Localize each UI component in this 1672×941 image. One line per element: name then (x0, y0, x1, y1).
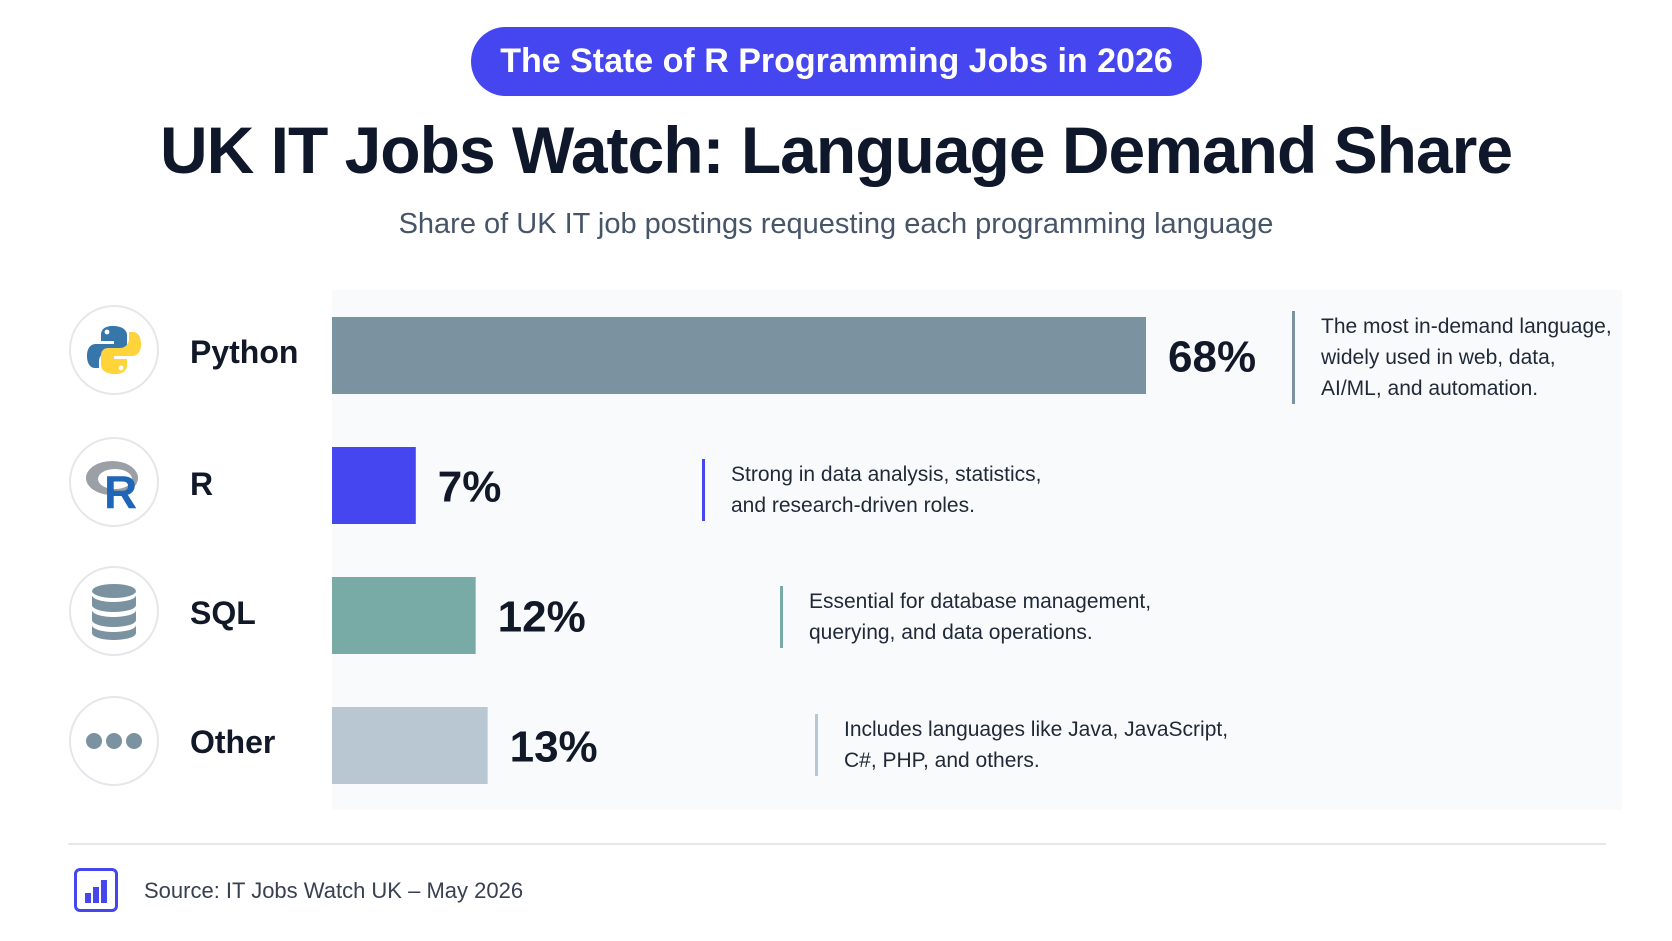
more-dots-icon (69, 696, 159, 786)
note-line: Strong in data analysis, statistics, (731, 463, 1042, 486)
report-pill: The State of R Programming Jobs in 2026 (471, 27, 1202, 96)
bar-chart-icon (74, 868, 118, 912)
page-subtitle: Share of UK IT job postings requesting e… (398, 208, 1274, 240)
note-line: widely used in web, data, (1321, 346, 1556, 369)
note-line: C#, PHP, and others. (844, 749, 1040, 772)
note-line: querying, and data operations. (809, 621, 1093, 644)
bar-sql (332, 577, 476, 654)
category-label-r: R (190, 466, 214, 502)
category-label-other: Other (190, 724, 276, 760)
note-python: The most in-demand language, widely used… (1292, 311, 1612, 404)
note-other: Includes languages like Java, JavaScript… (815, 714, 1228, 776)
footer-divider (68, 843, 1606, 845)
note-line: The most in-demand language, (1321, 315, 1612, 338)
note-line: Includes languages like Java, JavaScript… (844, 718, 1229, 741)
category-label-sql: SQL (190, 595, 256, 631)
value-label-python: 68% (1168, 333, 1256, 382)
bar-r (332, 447, 416, 524)
note-line: AI/ML, and automation. (1321, 377, 1539, 400)
value-label-r: 7% (438, 463, 502, 512)
svg-text:R: R (104, 466, 137, 512)
note-r: Strong in data analysis, statistics, and… (702, 459, 1041, 521)
source-text: Source: IT Jobs Watch UK – May 2026 (144, 878, 524, 903)
note-line: and research-driven roles. (731, 494, 975, 517)
value-label-sql: 12% (498, 593, 586, 642)
note-line: Essential for database management, (809, 590, 1152, 613)
bar-other (332, 707, 488, 784)
page-title: UK IT Jobs Watch: Language Demand Share (159, 113, 1513, 187)
python-logo-icon (69, 305, 159, 395)
bar-python (332, 317, 1146, 394)
r-logo-icon: R (69, 437, 159, 527)
category-label-python: Python (190, 334, 299, 370)
database-icon (69, 566, 159, 656)
value-label-other: 13% (510, 723, 598, 772)
note-sql: Essential for database management, query… (780, 586, 1151, 648)
